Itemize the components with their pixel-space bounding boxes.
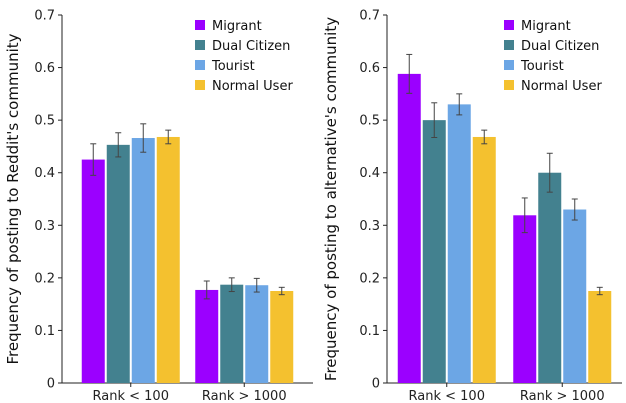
- y-tick-label: 0.5: [34, 114, 55, 129]
- legend-swatch: [504, 60, 514, 70]
- x-tick-label: Rank > 1000: [520, 389, 605, 403]
- legend-swatch: [504, 20, 514, 30]
- legend-label: Dual Citizen: [521, 39, 599, 54]
- y-tick-label: 0.4: [359, 166, 380, 181]
- y-tick-label: 0.1: [34, 324, 55, 339]
- y-tick-label: 0.3: [34, 219, 55, 234]
- bar: [422, 120, 446, 384]
- legend-swatch: [195, 80, 205, 90]
- y-tick-label: 0.6: [34, 61, 55, 76]
- legend-swatch: [504, 80, 514, 90]
- y-tick-label: 0.3: [359, 219, 380, 234]
- y-tick-label: 0.4: [34, 166, 55, 181]
- bar: [588, 291, 612, 383]
- bar: [472, 136, 496, 383]
- y-tick-label: 0.1: [359, 324, 380, 339]
- x-tick-label: Rank > 1000: [202, 389, 287, 403]
- y-tick-label: 0.7: [359, 9, 380, 24]
- legend-swatch: [195, 60, 205, 70]
- chart-panel-1: 0 0.1 0.2 0.3 0.4 0.5 0.6 0.7 Frequency of posti…: [4, 9, 313, 403]
- legend: Migrant Dual Citizen Tourist Normal User: [195, 19, 293, 94]
- y-axis-label: Frequency of posting to alternative's co…: [322, 17, 340, 381]
- y-tick-label: 0.6: [359, 61, 380, 76]
- legend-label: Migrant: [212, 19, 262, 34]
- bar: [245, 285, 269, 383]
- bar: [563, 209, 587, 383]
- y-tick-label: 0: [47, 377, 55, 392]
- legend-swatch: [504, 40, 514, 50]
- y-tick-label: 0.2: [359, 271, 380, 286]
- x-tick-label: Rank < 100: [93, 389, 169, 403]
- legend-label: Dual Citizen: [212, 39, 290, 54]
- bar: [131, 138, 155, 383]
- bar: [156, 136, 180, 383]
- chart-panel-2: 0 0.1 0.2 0.3 0.4 0.5 0.6 0.7 Frequency of posti…: [322, 9, 622, 403]
- x-tick-label: Rank < 100: [409, 389, 485, 403]
- legend-label: Normal User: [212, 79, 293, 94]
- legend-label: Tourist: [520, 59, 564, 74]
- bar: [270, 291, 294, 383]
- bar: [513, 215, 537, 383]
- legend-label: Migrant: [521, 19, 571, 34]
- legend-label: Normal User: [521, 79, 602, 94]
- bar: [538, 172, 562, 383]
- y-tick-label: 0.7: [34, 9, 55, 24]
- legend-swatch: [195, 40, 205, 50]
- y-tick-label: 0.5: [359, 114, 380, 129]
- legend: Migrant Dual Citizen Tourist Normal User: [504, 19, 602, 94]
- legend-swatch: [195, 20, 205, 30]
- legend-label: Tourist: [211, 59, 255, 74]
- y-tick-label: 0: [372, 377, 380, 392]
- bar: [106, 144, 130, 383]
- bar: [447, 104, 471, 383]
- bar: [81, 159, 105, 383]
- bar: [195, 289, 219, 383]
- bar: [397, 73, 421, 383]
- y-axis-label: Frequency of posting to Reddit's communi…: [4, 33, 22, 364]
- y-tick-label: 0.2: [34, 271, 55, 286]
- bar: [220, 284, 244, 383]
